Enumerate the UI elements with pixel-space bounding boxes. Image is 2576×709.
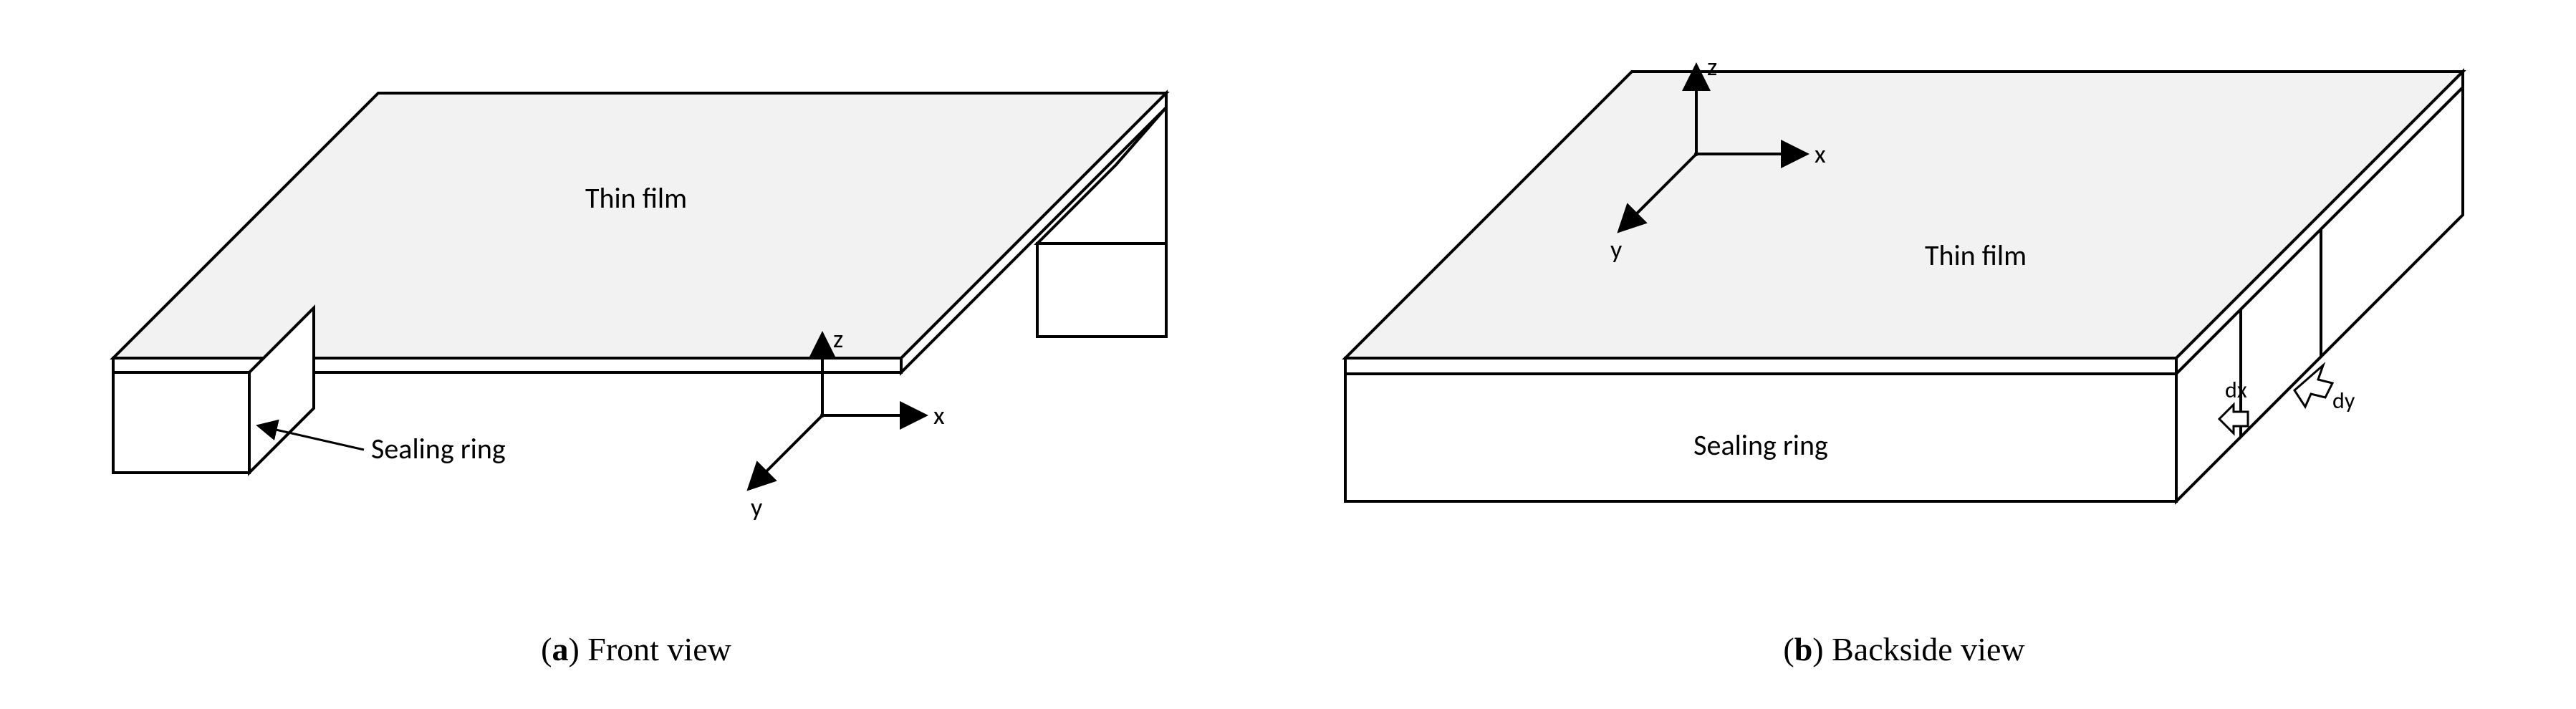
caption-text-b: Backside view bbox=[1832, 631, 2025, 667]
dx-label: dx bbox=[2225, 376, 2247, 404]
thin-film-label-a: Thin film bbox=[585, 180, 687, 216]
dy-label: dy bbox=[2332, 387, 2355, 415]
thin-film-front bbox=[113, 358, 901, 372]
axis-z-a: z bbox=[833, 323, 843, 354]
backside-view-diagram: z x y Thin film Sealing ring dx dy bbox=[1295, 29, 2513, 616]
panel-front-view: Thin film Sealing ring z x y (a) Front v… bbox=[63, 29, 1209, 668]
panel-backside-view: z x y Thin film Sealing ring dx dy bbox=[1295, 29, 2513, 668]
figure-container: Thin film Sealing ring z x y (a) Front v… bbox=[29, 29, 2547, 668]
caption-a: (a) Front view bbox=[541, 630, 731, 668]
caption-letter-a: a bbox=[552, 631, 568, 667]
front-view-diagram: Thin film Sealing ring z x y bbox=[63, 29, 1209, 616]
sealing-label-b: Sealing ring bbox=[1693, 428, 1828, 463]
axis-z-b: z bbox=[1707, 51, 1717, 82]
axis-y-b: y bbox=[1610, 233, 1623, 265]
seal-right-front bbox=[1037, 243, 1166, 337]
thin-film-label-b: Thin film bbox=[1925, 238, 2027, 273]
axis-y-a: y bbox=[751, 491, 763, 523]
caption-text-a: Front view bbox=[587, 631, 731, 667]
caption-letter-b: b bbox=[1794, 631, 1813, 667]
caption-b: (b) Backside view bbox=[1783, 630, 2024, 668]
axis-x-a: x bbox=[933, 400, 945, 431]
seal-left-front bbox=[113, 372, 249, 473]
thin-film-front-b bbox=[1345, 358, 2176, 374]
axis-x-b: x bbox=[1815, 138, 1826, 170]
sealing-label-a: Sealing ring bbox=[371, 431, 506, 466]
thin-film-top bbox=[113, 93, 1166, 358]
